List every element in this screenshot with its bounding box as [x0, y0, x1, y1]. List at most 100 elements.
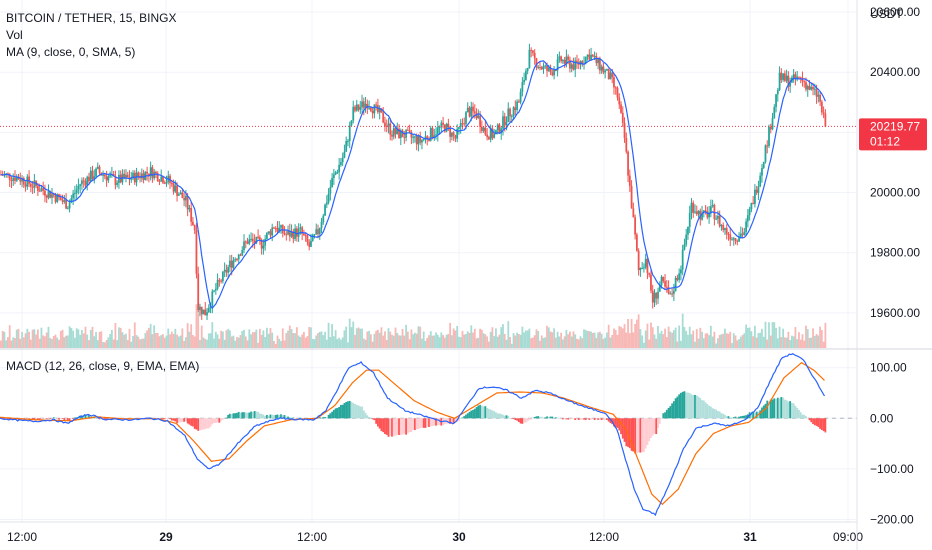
candle-body [468, 107, 471, 117]
macd-histogram-bar [362, 410, 365, 419]
candle-body [711, 205, 714, 207]
volume-bar [112, 339, 115, 348]
volume-bar [796, 339, 799, 348]
volume-bar [225, 330, 228, 348]
volume-bar [292, 333, 295, 348]
volume-bar [468, 332, 471, 348]
candle-body [567, 56, 570, 60]
candle-body [426, 136, 429, 139]
candle-body [151, 167, 154, 179]
candle-body [199, 306, 201, 311]
macd-histogram-bar [73, 417, 76, 419]
macd-histogram-bar [387, 418, 390, 437]
macd-histogram-bar [454, 418, 457, 423]
volume-bar [660, 330, 663, 348]
volume-bar [757, 333, 760, 348]
candle-body [223, 269, 226, 272]
volume-bar [560, 332, 563, 348]
volume-bar [82, 333, 85, 348]
volume-bar [276, 335, 279, 348]
candle-body [195, 230, 198, 274]
macd-histogram-bar [584, 418, 587, 420]
macd-histogram-bar [96, 418, 99, 419]
candle-body [114, 175, 117, 185]
macd-histogram-bar [473, 408, 476, 419]
macd-histogram-bar [613, 418, 615, 427]
candle-body [257, 236, 260, 238]
macd-histogram-bar [815, 418, 818, 426]
ma-line-layer [0, 57, 826, 310]
volume-bar [745, 324, 747, 348]
macd-histogram-bar [56, 418, 59, 420]
candle-body [73, 193, 76, 195]
candle-body [391, 134, 393, 137]
price-tick-label: 20400.00 [870, 65, 920, 79]
candle-body [766, 145, 769, 147]
volume-bar [509, 336, 511, 348]
candle-body [359, 107, 362, 110]
last-price-value: 20219.77 [870, 119, 920, 133]
macd-histogram-bar [214, 418, 217, 423]
candle-body [507, 108, 510, 123]
volume-bar [664, 328, 666, 348]
volume-bar [324, 331, 326, 348]
candle-body [598, 58, 601, 71]
volume-bar [634, 323, 637, 348]
candle-body [630, 186, 633, 209]
volume-bar [715, 343, 718, 348]
macd-histogram-bar [61, 418, 64, 420]
volume-bar [547, 327, 550, 348]
candle-body [635, 234, 638, 251]
macd-histogram-bar [648, 418, 651, 442]
volume-bar [315, 335, 318, 348]
macd-histogram-bar [463, 416, 466, 419]
candle-body [600, 66, 603, 71]
macd-histogram-bar [59, 418, 62, 419]
macd-histogram-bar [581, 418, 584, 420]
macd-histogram-bar [708, 405, 711, 419]
volume-bar [146, 330, 149, 348]
volume-bar [688, 326, 691, 348]
macd-histogram-bar [561, 418, 564, 420]
volume-bar [167, 328, 170, 348]
candle-body [292, 231, 295, 239]
volume-bar [708, 335, 711, 348]
candle-body [745, 221, 747, 232]
volume-bar [579, 336, 582, 348]
volume-bar [498, 334, 501, 348]
volume-bar [616, 334, 619, 348]
ma-legend: MA (9, close, 0, SMA, 5) [6, 45, 135, 59]
macd-histogram-bar [199, 418, 201, 431]
macd-histogram-bar [88, 414, 90, 419]
candle-body [56, 194, 59, 202]
volume-bar [537, 331, 540, 348]
candle-body [484, 127, 487, 135]
volume-bar [329, 337, 332, 348]
macd-histogram-bar [72, 418, 75, 419]
candle-body [419, 135, 422, 143]
candle-body [685, 234, 688, 245]
volume-bar [179, 335, 182, 348]
volume-bar [644, 330, 647, 348]
volume-bar [806, 329, 809, 348]
macd-histogram-bar [429, 418, 432, 427]
macd-histogram-bar [487, 408, 490, 419]
macd-histogram-bar [260, 413, 263, 419]
candle-body [301, 227, 304, 234]
volume-bar [354, 334, 356, 348]
candle-body [28, 176, 30, 184]
macd-histogram-bar [505, 415, 508, 419]
macd-histogram-bar [371, 418, 374, 420]
macd-histogram-bar [262, 414, 265, 419]
macd-histogram-bar [239, 412, 242, 419]
macd-histogram-bar [475, 407, 478, 419]
volume-bar [665, 337, 668, 348]
candle-body [653, 292, 656, 303]
candle-body [722, 224, 725, 230]
volume-bar [540, 335, 543, 348]
price-candles[interactable] [0, 43, 827, 320]
candle-body [436, 127, 439, 135]
candle-body [493, 134, 496, 138]
volume-bar [255, 329, 258, 348]
